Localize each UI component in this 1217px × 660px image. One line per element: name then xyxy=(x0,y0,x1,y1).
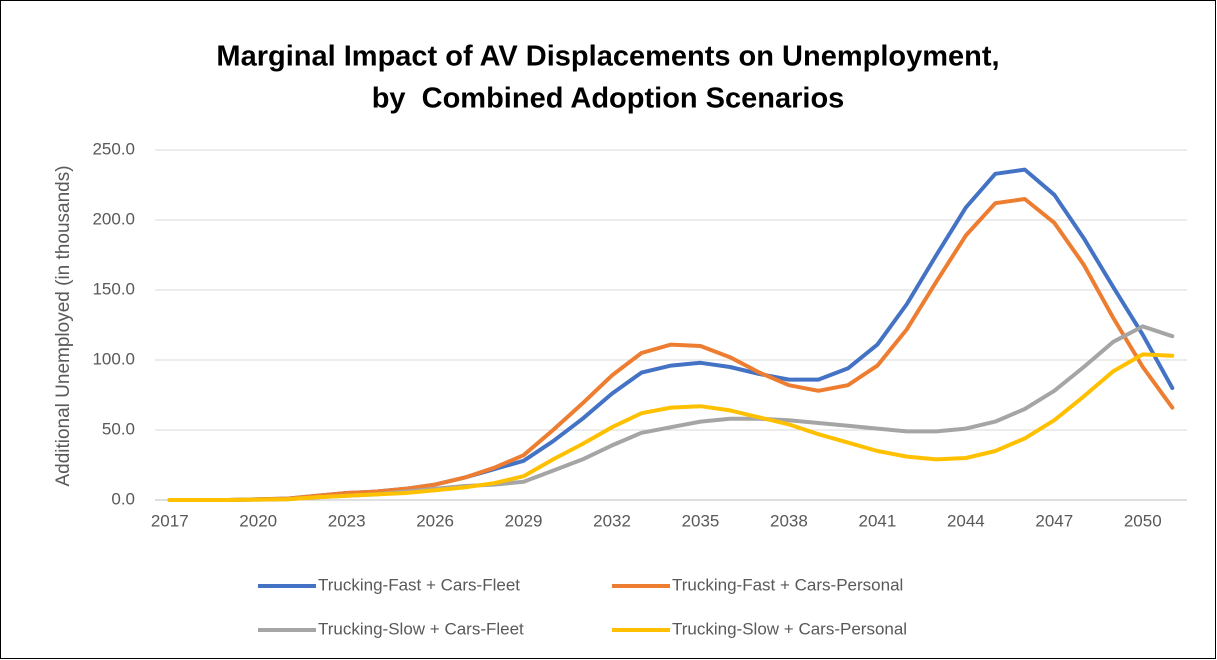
chart-title: by Combined Adoption Scenarios xyxy=(372,83,845,115)
x-tick-label: 2032 xyxy=(593,511,631,530)
y-axis-label: Additional Unemployed (in thousands) xyxy=(53,165,74,486)
series-line xyxy=(167,352,1175,502)
x-tick-label: 2020 xyxy=(239,511,277,530)
x-tick-label: 2023 xyxy=(328,511,366,530)
chart-title: Marginal Impact of AV Displacements on U… xyxy=(216,41,999,73)
y-tick-label: 50.0 xyxy=(102,419,135,438)
x-tick-label: 2038 xyxy=(770,511,808,530)
legend-label: Trucking-Slow + Cars-Personal xyxy=(672,619,907,638)
y-tick-label: 150.0 xyxy=(92,279,135,298)
legend-label: Trucking-Fast + Cars-Fleet xyxy=(318,575,520,594)
x-tick-label: 2017 xyxy=(151,511,189,530)
x-tick-label: 2050 xyxy=(1124,511,1162,530)
x-tick-label: 2044 xyxy=(947,511,985,530)
legend-label: Trucking-Slow + Cars-Fleet xyxy=(318,619,524,638)
x-tick-label: 2035 xyxy=(682,511,720,530)
x-tick-label: 2041 xyxy=(858,511,896,530)
y-tick-label: 200.0 xyxy=(92,209,135,228)
series-line xyxy=(167,197,1175,502)
x-tick-label: 2029 xyxy=(505,511,543,530)
y-tick-label: 100.0 xyxy=(92,349,135,368)
x-tick-label: 2047 xyxy=(1035,511,1073,530)
x-tick-label: 2026 xyxy=(416,511,454,530)
y-tick-label: 0.0 xyxy=(111,489,135,508)
y-tick-label: 250.0 xyxy=(92,139,135,158)
legend-label: Trucking-Fast + Cars-Personal xyxy=(672,575,903,594)
